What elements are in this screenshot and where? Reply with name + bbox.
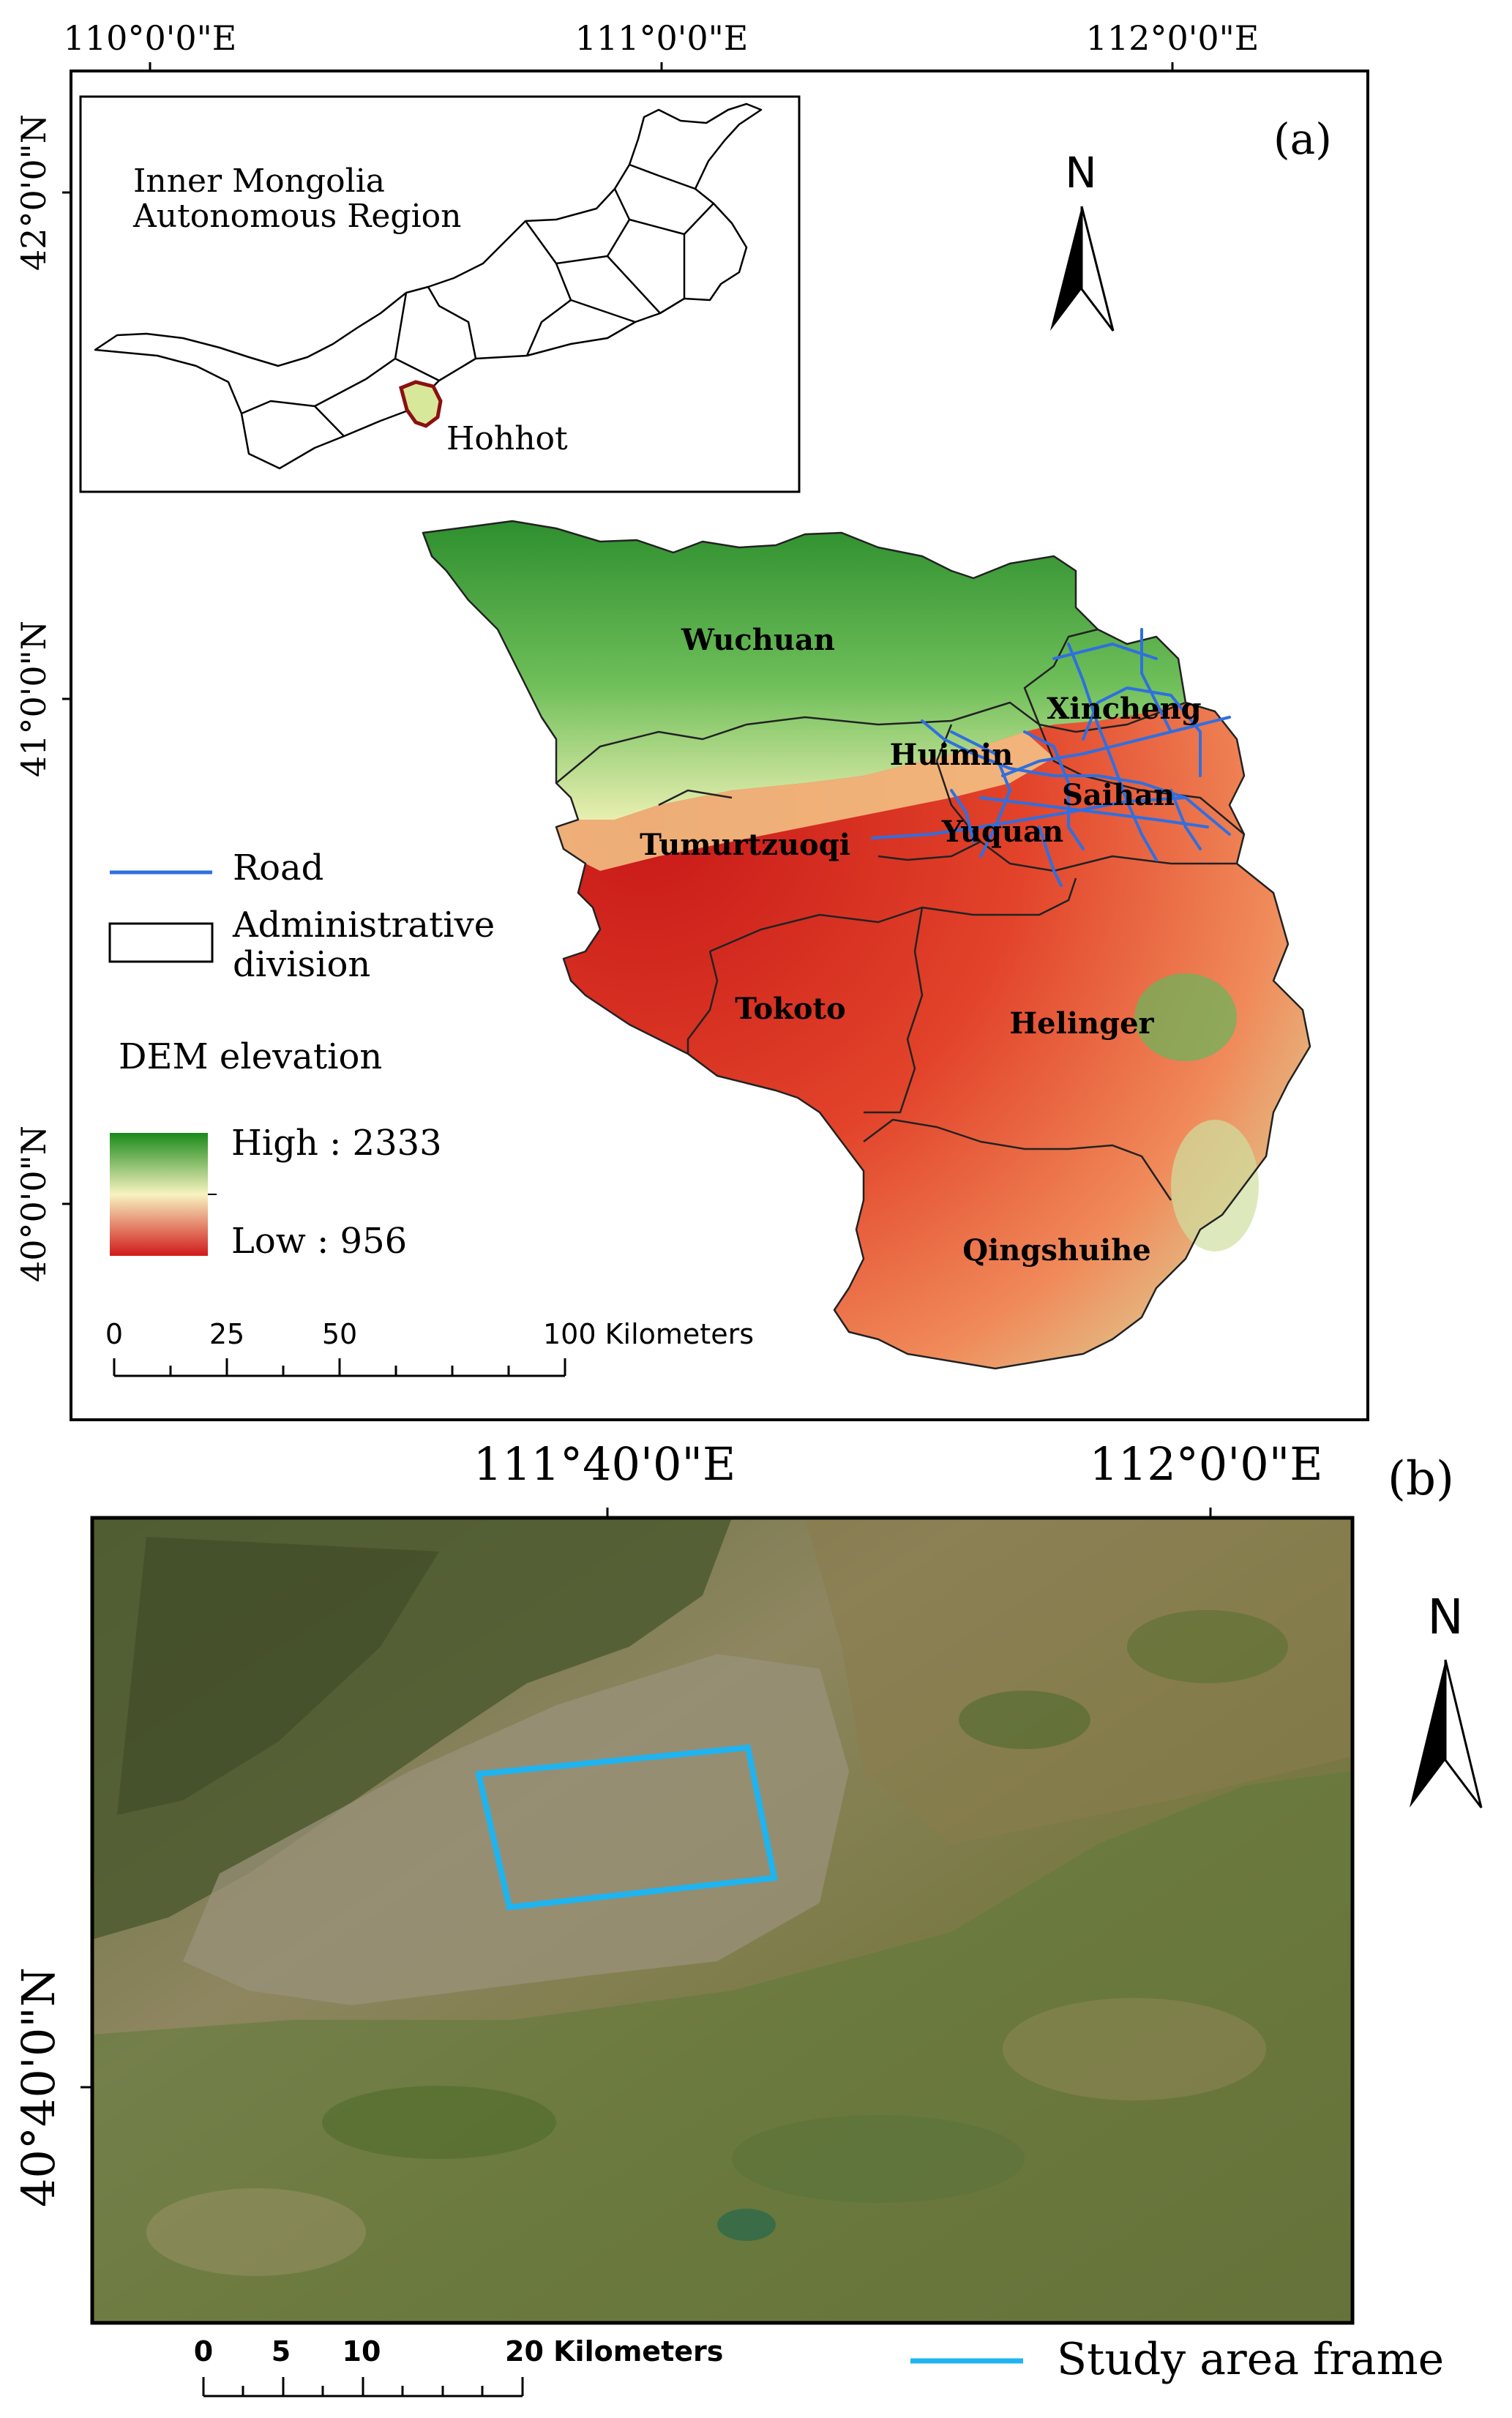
district-label-helinger: Helinger <box>1009 1006 1154 1041</box>
scale-b-tick-10: 10 <box>343 2335 381 2368</box>
sat-patch <box>717 2209 776 2241</box>
scale-b-end: 20 Kilometers <box>505 2335 723 2368</box>
scale-a-tick-50: 50 <box>322 1318 357 1350</box>
sat-farmland-south <box>92 1771 1352 2323</box>
sat-urban-area <box>183 1654 849 2005</box>
north-arrow-a-label: N <box>1065 148 1096 198</box>
sat-patch <box>959 1691 1090 1749</box>
district-label-yuquan: Yuquan <box>941 815 1063 849</box>
panel-a-left-ticks <box>62 191 71 1205</box>
scale-a-end: 100 Kilometers <box>543 1318 754 1350</box>
scale-bar-b: 0 5 10 20 Kilometers <box>194 2335 723 2398</box>
district-label-xincheng: Xincheng <box>1047 692 1201 726</box>
panel-a-lat-1: 42°0'0"N <box>14 114 53 271</box>
scale-bar-a: 0 25 50 100 Kilometers <box>105 1318 754 1377</box>
panel-b: 111°40'0"E 112°0'0"E (b) 40°40'0"N <box>12 1437 1483 2398</box>
sat-mountain-shade <box>117 1537 439 1815</box>
scale-b-tick-0: 0 <box>194 2335 213 2368</box>
panel-a-top-ticks <box>149 62 1174 71</box>
satellite-image <box>90 1516 1355 2325</box>
panel-a-lon-2: 111°0'0"E <box>575 18 749 58</box>
north-arrow-b: N <box>1410 1589 1483 1808</box>
legend-admin-label-1: Administrative <box>232 905 495 946</box>
north-arrow-b-label: N <box>1427 1589 1463 1645</box>
legend-road-label: Road <box>233 847 323 888</box>
panel-b-lon-1: 111°40'0"E <box>474 1437 736 1491</box>
dem-helinger-hills <box>1134 973 1237 1061</box>
scale-a-tick-0: 0 <box>105 1318 123 1350</box>
legend-a: Road Administrative division DEM elevati… <box>108 847 495 1262</box>
scale-b-tick-5: 5 <box>272 2335 291 2368</box>
legend-study-area-label: Study area frame <box>1057 2334 1444 2385</box>
legend-admin-swatch <box>108 922 214 963</box>
sat-patch <box>146 2188 366 2276</box>
dem-map: Wuchuan Xincheng Huimin Saihan Yuquan Tu… <box>422 520 1311 1370</box>
dem-transition-band <box>556 732 1054 871</box>
dem-north-area <box>423 521 1186 820</box>
district-label-wuchuan: Wuchuan <box>681 623 835 657</box>
panel-b-label: (b) <box>1388 1452 1454 1506</box>
district-label-tokoto: Tokoto <box>735 992 845 1026</box>
road-network <box>871 628 1231 887</box>
inset-map-frame <box>79 95 801 493</box>
panel-a-lon-1: 110°0'0"E <box>64 18 237 58</box>
district-label-qingshuihe: Qingshuihe <box>962 1233 1151 1268</box>
inset-title-line2: Autonomous Region <box>132 198 461 235</box>
sat-patch <box>1127 1610 1288 1683</box>
panel-a-lat-2: 41°0'0"N <box>14 621 53 777</box>
dem-southeast-hills <box>1171 1120 1259 1251</box>
inset-title-line1: Inner Mongolia <box>133 162 385 200</box>
inset-map-outline <box>94 102 763 470</box>
district-label-huimin: Huimin <box>890 738 1014 772</box>
sat-patch <box>1003 1998 1266 2100</box>
scale-a-tick-25: 25 <box>209 1318 244 1350</box>
legend-admin-label-2: division <box>233 944 370 985</box>
panel-a-lon-3: 112°0'0"E <box>1086 18 1260 58</box>
sat-patch <box>732 2115 1025 2203</box>
legend-dem-title: DEM elevation <box>119 1036 382 1077</box>
legend-dem-low: Low : 956 <box>231 1221 407 1262</box>
sat-east-terrain <box>805 1518 1352 1844</box>
legend-dem-ramp <box>110 1133 208 1256</box>
inset-hohhot-label: Hohhot <box>446 420 568 457</box>
panel-a: 110°0'0"E 111°0'0"E 112°0'0"E 42°0'0"N 4… <box>14 18 1369 1421</box>
panel-b-lat-1: 40°40'0"N <box>12 1967 65 2207</box>
north-arrow-a: N <box>1050 148 1115 332</box>
panel-a-lat-3: 40°0'0"N <box>14 1126 53 1282</box>
panel-a-label: (a) <box>1273 114 1332 164</box>
legend-b: Study area frame <box>910 2334 1444 2385</box>
study-area-frame <box>475 1744 778 1911</box>
sat-patch <box>322 2086 556 2159</box>
legend-dem-high: High : 2333 <box>231 1123 442 1164</box>
panel-b-lon-2: 112°0'0"E <box>1089 1437 1322 1491</box>
district-label-saihan: Saihan <box>1062 778 1175 812</box>
admin-boundaries <box>422 520 1311 1370</box>
inset-hohhot-region <box>399 380 443 428</box>
district-label-tumurtzuoqi: Tumurtzuoqi <box>640 828 850 862</box>
